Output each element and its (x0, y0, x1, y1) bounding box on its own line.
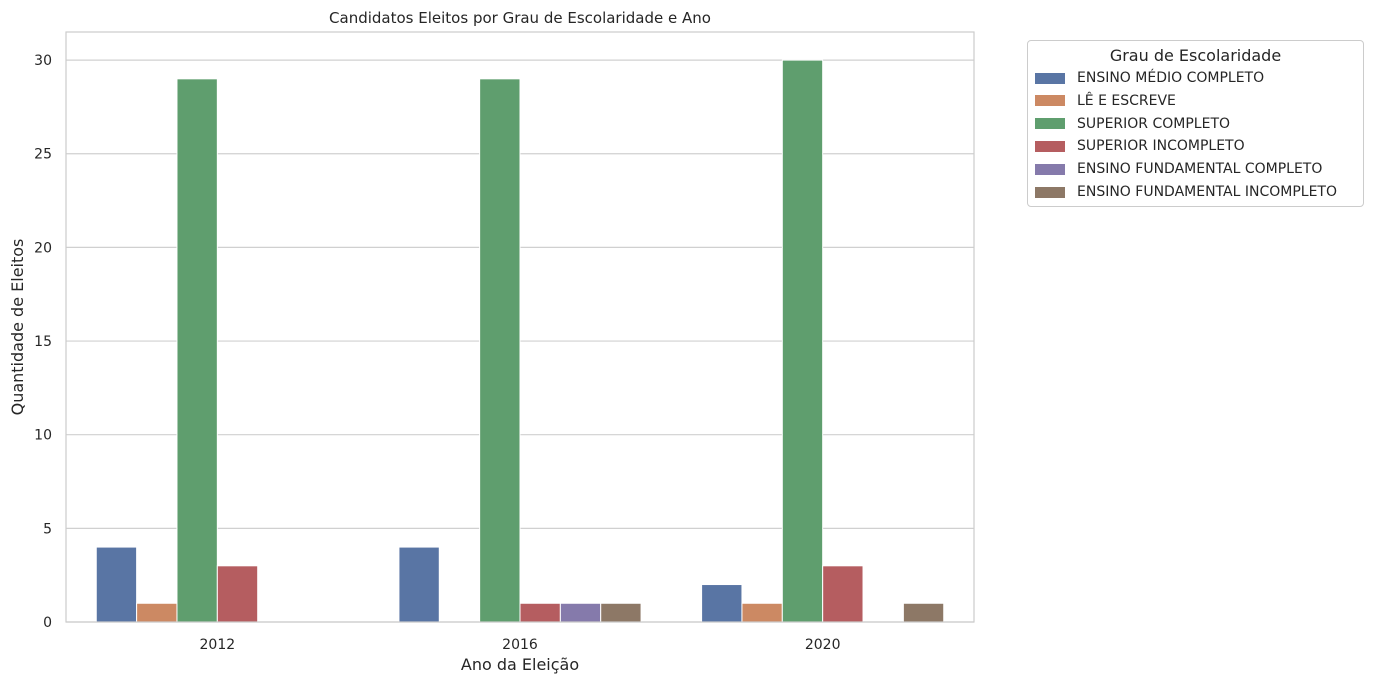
x-tick-label: 2016 (502, 637, 538, 653)
bar (822, 565, 864, 623)
legend-item: SUPERIOR INCOMPLETO (1035, 136, 1245, 156)
legend-item: ENSINO FUNDAMENTAL INCOMPLETO (1035, 182, 1337, 202)
legend: Grau de Escolaridade ENSINO MÉDIO COMPLE… (1027, 40, 1364, 207)
bar (136, 602, 178, 623)
legend-swatch (1035, 163, 1065, 175)
legend-title: Grau de Escolaridade (1109, 46, 1282, 65)
bar (741, 602, 783, 623)
legend-label: ENSINO FUNDAMENTAL COMPLETO (1077, 161, 1323, 178)
plot-frame (65, 31, 975, 623)
y-axis-label: Quantidade de Eleitos (8, 239, 27, 416)
chart-title: Candidatos Eleitos por Grau de Escolarid… (329, 9, 711, 27)
legend-label: ENSINO MÉDIO COMPLETO (1077, 70, 1265, 86)
legend-label: SUPERIOR COMPLETO (1077, 115, 1231, 132)
bar (176, 78, 218, 623)
y-tick-label: 25 (34, 147, 52, 163)
legend-item: LÊ E ESCREVE (1035, 91, 1176, 111)
legend-label: SUPERIOR INCOMPLETO (1077, 138, 1245, 155)
y-tick-label: 15 (34, 334, 52, 350)
bar (479, 78, 521, 623)
bar (216, 565, 259, 623)
bar (701, 584, 743, 623)
y-tick-label: 20 (34, 240, 52, 256)
legend-label: LÊ E ESCREVE (1077, 92, 1176, 109)
y-tick-label: 5 (43, 521, 52, 537)
bar (95, 546, 138, 623)
bar (519, 602, 561, 623)
x-axis-label: Ano da Eleição (461, 655, 579, 674)
y-tick-label: 30 (34, 53, 52, 69)
legend-item: ENSINO MÉDIO COMPLETO (1035, 68, 1264, 88)
legend-item: ENSINO FUNDAMENTAL COMPLETO (1035, 159, 1322, 179)
bar (902, 602, 945, 623)
x-tick-labels: 2012 2016 2020 (200, 637, 841, 653)
bar (600, 602, 642, 623)
y-tick-label: 10 (34, 428, 52, 444)
y-tick-labels: 0 5 10 15 20 25 30 (34, 53, 52, 631)
y-tick-label: 0 (43, 615, 52, 631)
legend-swatch (1035, 140, 1065, 152)
legend-swatch (1035, 118, 1065, 130)
legend-swatch (1035, 186, 1065, 198)
bar (781, 59, 824, 623)
legend-swatch (1035, 95, 1065, 107)
legend-swatch (1035, 72, 1065, 84)
bar (559, 602, 602, 623)
x-tick-label: 2012 (200, 637, 236, 653)
bar (398, 546, 440, 623)
x-tick-label: 2020 (805, 637, 841, 653)
legend-label: ENSINO FUNDAMENTAL INCOMPLETO (1077, 184, 1337, 200)
legend-item: SUPERIOR COMPLETO (1035, 114, 1230, 134)
